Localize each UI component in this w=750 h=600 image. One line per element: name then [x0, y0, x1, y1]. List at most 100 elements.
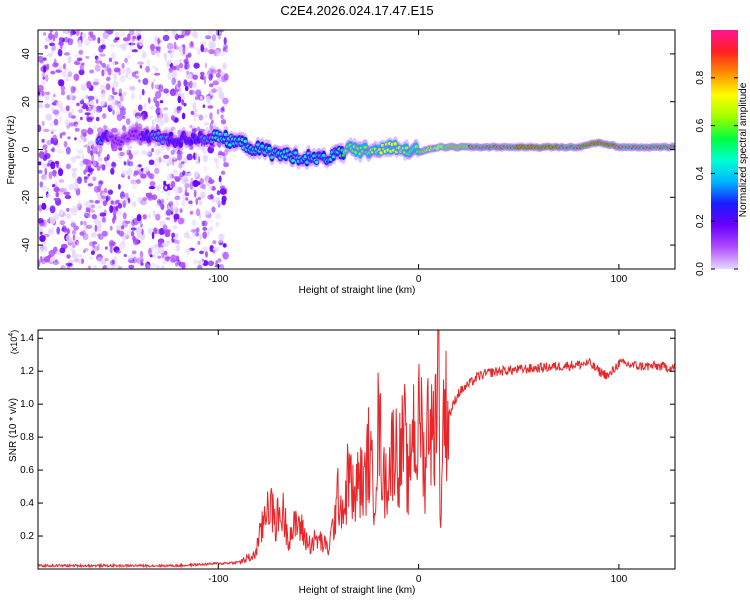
noise-blob	[122, 37, 129, 42]
noise-blob	[97, 157, 103, 162]
noise-blob	[71, 229, 77, 235]
noise-blob	[163, 88, 170, 94]
noise-blob	[190, 41, 194, 47]
noise-blob	[139, 250, 144, 259]
noise-blob	[193, 152, 196, 160]
noise-blob	[174, 195, 181, 201]
noise-blob	[92, 176, 97, 182]
noise-blob	[159, 100, 164, 104]
noise-blob	[193, 62, 200, 69]
noise-blob	[221, 106, 225, 112]
noise-blob	[92, 105, 97, 113]
noise-blob	[66, 228, 70, 235]
noise-blob	[132, 172, 138, 177]
noise-blob	[215, 49, 220, 57]
ridge-core	[315, 160, 319, 164]
noise-blob	[222, 243, 227, 248]
noise-blob	[176, 150, 183, 155]
noise-blob	[189, 182, 194, 190]
noise-blob	[118, 147, 123, 151]
noise-blob	[41, 202, 47, 210]
noise-blob	[64, 52, 70, 56]
colorbar: 0.0 0.2 0.4 0.6 0.8 Normalized spectral ampl…	[695, 30, 749, 276]
noise-blob	[129, 85, 136, 92]
noise-blob	[112, 80, 119, 88]
ridge-core	[156, 131, 161, 135]
noise-blob	[189, 210, 194, 215]
noise-blob	[63, 73, 70, 79]
noise-blob	[215, 163, 220, 170]
noise-blob	[177, 176, 182, 181]
noise-blob	[78, 139, 82, 144]
noise-blob	[222, 62, 227, 70]
noise-blob	[187, 52, 192, 58]
noise-blob	[177, 259, 181, 266]
noise-blob	[171, 77, 176, 86]
noise-blob	[95, 105, 103, 113]
noise-blob	[86, 81, 92, 89]
noise-blob	[141, 51, 147, 59]
noise-blob	[53, 118, 59, 126]
noise-blob	[197, 260, 204, 265]
noise-blob	[94, 64, 101, 72]
noise-blob	[103, 187, 108, 194]
noise-blob	[209, 193, 214, 199]
spectrogram-y-tick-label: 20	[21, 96, 32, 108]
colorbar-tick-label: 0.6	[695, 118, 706, 132]
noise-blob	[165, 161, 169, 165]
noise-blob	[51, 106, 54, 113]
noise-blob	[70, 156, 77, 163]
noise-blob	[107, 189, 114, 195]
noise-blob	[56, 226, 61, 235]
noise-blob	[208, 73, 213, 81]
noise-blob	[90, 232, 97, 238]
noise-blob	[175, 65, 180, 71]
noise-blob	[111, 98, 116, 105]
noise-blob	[185, 248, 192, 252]
noise-blob	[88, 256, 94, 260]
noise-blob	[131, 49, 138, 53]
noise-blob	[45, 113, 53, 121]
noise-blob	[71, 241, 76, 249]
noise-blob	[59, 220, 66, 226]
noise-blob	[208, 177, 213, 182]
noise-blob	[70, 220, 76, 224]
noise-blob	[95, 116, 100, 122]
noise-blob	[140, 173, 147, 179]
noise-blob	[107, 162, 112, 170]
noise-blob	[121, 63, 125, 69]
noise-blob	[110, 200, 114, 205]
noise-blob	[151, 231, 155, 240]
noise-blob	[95, 98, 99, 104]
noise-blob	[211, 119, 214, 124]
noise-blob	[67, 71, 73, 78]
noise-blob	[113, 74, 117, 81]
ridge-core	[322, 153, 326, 158]
noise-blob	[153, 210, 156, 218]
noise-blob	[174, 35, 178, 40]
noise-blob	[92, 161, 99, 167]
noise-blob	[59, 115, 62, 123]
noise-blob	[138, 79, 141, 83]
snr-y-tick-label: 0.6	[20, 465, 34, 476]
noise-blob	[87, 173, 91, 177]
noise-blob	[205, 35, 212, 40]
noise-blob	[162, 34, 170, 42]
noise-blob	[152, 79, 156, 83]
noise-blob	[107, 199, 112, 208]
noise-blob	[159, 108, 164, 115]
noise-blob	[180, 30, 186, 35]
noise-blob	[217, 155, 224, 159]
noise-blob	[160, 159, 167, 163]
noise-blob	[175, 244, 180, 252]
ridge-core	[267, 146, 272, 151]
noise-blob	[44, 94, 50, 101]
noise-blob	[101, 62, 107, 68]
noise-blob	[151, 82, 154, 90]
noise-blob	[126, 158, 130, 167]
noise-blob	[178, 59, 183, 63]
noise-blob	[185, 73, 193, 79]
noise-blob	[204, 114, 208, 119]
noise-blob	[182, 262, 186, 269]
noise-blob	[97, 204, 103, 209]
